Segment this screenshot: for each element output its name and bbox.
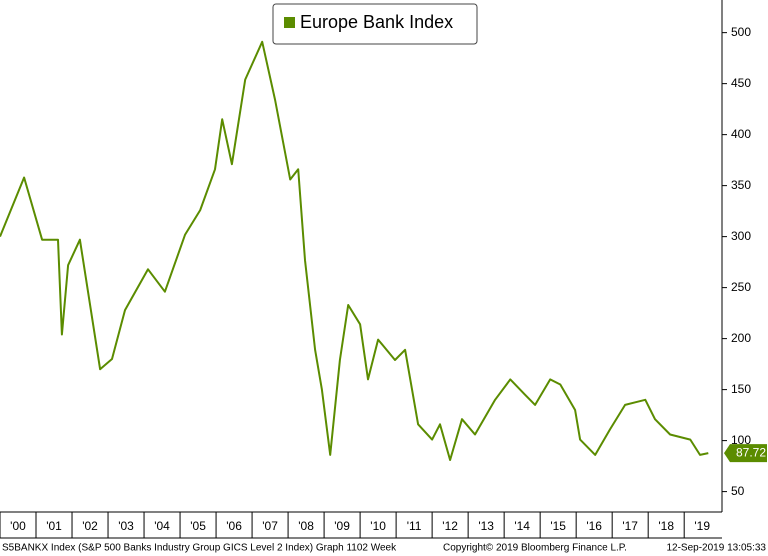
x-tick-label: '16 bbox=[586, 519, 602, 533]
x-tick-label: '17 bbox=[622, 519, 638, 533]
y-tick-label: 350 bbox=[731, 178, 751, 192]
x-tick-label: '15 bbox=[550, 519, 566, 533]
x-tick-label: '12 bbox=[442, 519, 458, 533]
y-tick-label: 150 bbox=[731, 382, 751, 396]
x-tick-label: '07 bbox=[262, 519, 278, 533]
y-tick-label: 450 bbox=[731, 76, 751, 90]
x-tick-label: '18 bbox=[658, 519, 674, 533]
x-tick-label: '10 bbox=[370, 519, 386, 533]
x-tick-label: '05 bbox=[190, 519, 206, 533]
x-tick-label: '06 bbox=[226, 519, 242, 533]
footer-center: Copyright© 2019 Bloomberg Finance L.P. bbox=[443, 543, 627, 554]
x-tick-label: '03 bbox=[118, 519, 134, 533]
x-tick-label: '04 bbox=[154, 519, 170, 533]
x-tick-label: '14 bbox=[514, 519, 530, 533]
y-tick-label: 200 bbox=[731, 331, 751, 345]
x-tick-label: '13 bbox=[478, 519, 494, 533]
last-value-box bbox=[724, 444, 767, 463]
y-tick-label: 500 bbox=[731, 25, 751, 39]
x-tick-label: '02 bbox=[82, 519, 98, 533]
x-tick-label: '11 bbox=[407, 519, 422, 533]
legend-box bbox=[272, 3, 478, 45]
x-tick-label: '19 bbox=[694, 519, 710, 533]
legend-label: Europe Bank Index bbox=[300, 12, 453, 32]
y-tick-label: 250 bbox=[731, 280, 751, 294]
last-value-label: 87.72 bbox=[736, 445, 766, 459]
footer-left: S5BANKX Index (S&P 500 Banks Industry Gr… bbox=[2, 543, 397, 554]
x-tick-label: '00 bbox=[10, 519, 26, 533]
series-line bbox=[0, 40, 709, 461]
y-tick-label: 50 bbox=[731, 484, 745, 498]
legend-swatch bbox=[284, 17, 295, 28]
x-tick-label: '09 bbox=[334, 519, 350, 533]
y-tick-label: 100 bbox=[731, 433, 751, 447]
footer-right: 12-Sep-2019 13:05:33 bbox=[666, 543, 766, 554]
y-tick-label: 300 bbox=[731, 229, 751, 243]
y-tick-label: 400 bbox=[731, 127, 751, 141]
x-tick-label: '08 bbox=[298, 519, 314, 533]
x-tick-label: '01 bbox=[46, 519, 62, 533]
